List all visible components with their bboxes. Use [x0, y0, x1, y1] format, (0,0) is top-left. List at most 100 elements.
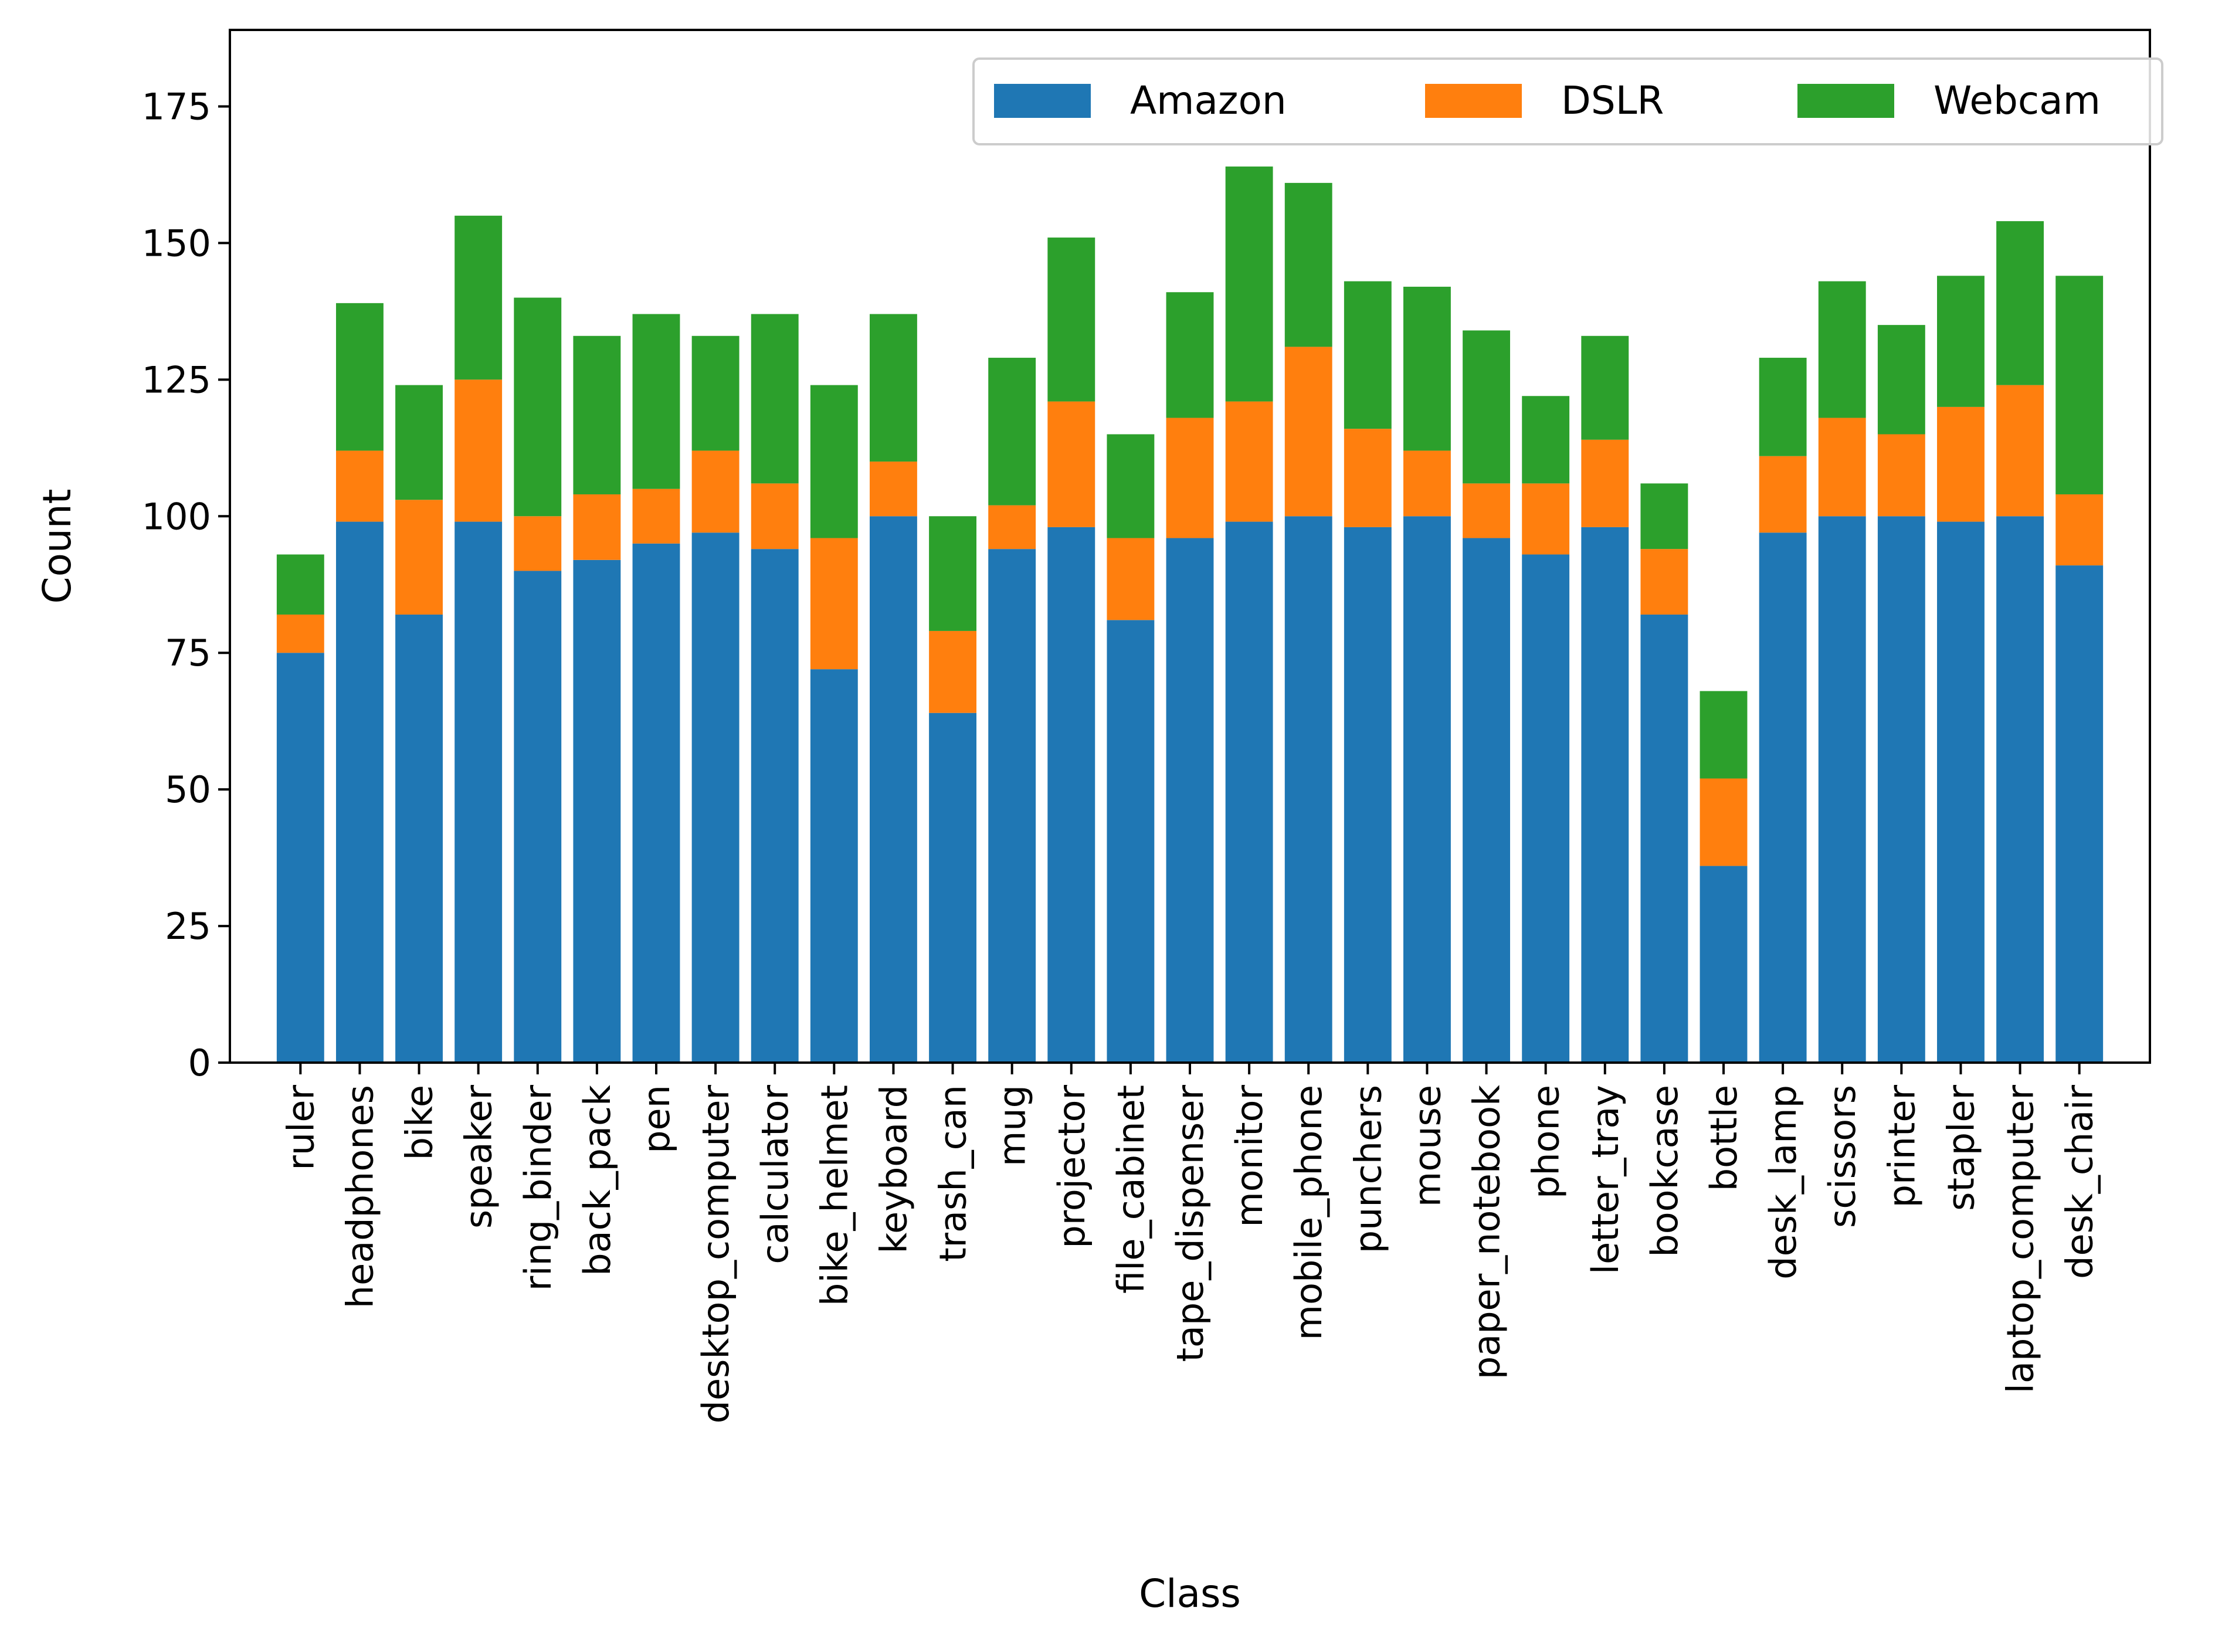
- x-tick-label-mug: mug: [991, 1085, 1034, 1166]
- bar-dslr-stapler: [1937, 406, 1985, 522]
- bar-amazon-desktop_computer: [691, 532, 740, 1063]
- bar-dslr-trash_can: [929, 630, 976, 713]
- bar-dslr-calculator: [751, 483, 799, 549]
- x-tick-label-bookcase: bookcase: [1643, 1085, 1686, 1257]
- legend-label-dslr: DSLR: [1561, 78, 1664, 123]
- bar-dslr-mouse: [1403, 450, 1451, 517]
- bar-dslr-scissors: [1818, 418, 1866, 517]
- x-tick-label-mobile_phone: mobile_phone: [1287, 1085, 1330, 1340]
- bar-webcam-mug: [988, 358, 1036, 506]
- bar-amazon-phone: [1522, 554, 1570, 1063]
- x-tick-label-paper_notebook: paper_notebook: [1466, 1085, 1508, 1379]
- bar-amazon-bike: [395, 614, 443, 1063]
- x-tick-label-bike: bike: [398, 1085, 441, 1160]
- bar-dslr-mug: [988, 505, 1036, 549]
- bar-webcam-bike_helmet: [810, 385, 858, 538]
- bar-webcam-mobile_phone: [1284, 182, 1332, 347]
- bar-dslr-bike_helmet: [810, 538, 858, 670]
- bar-dslr-letter_tray: [1581, 439, 1629, 527]
- x-tick-label-keyboard: keyboard: [872, 1085, 915, 1254]
- bar-webcam-monitor: [1225, 166, 1273, 402]
- bar-amazon-stapler: [1937, 521, 1985, 1063]
- legend-box: [972, 57, 2163, 145]
- bar-amazon-mug: [988, 549, 1036, 1063]
- x-tick-label-punchers: punchers: [1346, 1085, 1389, 1253]
- bar-webcam-trash_can: [929, 516, 976, 631]
- bar-amazon-bike_helmet: [810, 669, 858, 1063]
- x-tick-label-stapler: stapler: [1939, 1084, 1982, 1210]
- bar-webcam-calculator: [751, 314, 799, 484]
- y-tick-label: 25: [165, 905, 211, 948]
- bar-dslr-keyboard: [869, 462, 917, 517]
- bar-dslr-phone: [1522, 483, 1570, 555]
- bar-dslr-bookcase: [1640, 549, 1688, 615]
- bar-dslr-desk_lamp: [1759, 456, 1807, 533]
- legend-swatch-webcam: [1797, 84, 1894, 118]
- bar-webcam-desktop_computer: [691, 335, 740, 451]
- bar-webcam-bottle: [1700, 691, 1748, 779]
- y-axis: 0 25 50 75 100 125 150 175: [142, 85, 230, 1084]
- bar-amazon-headphones: [335, 521, 384, 1063]
- x-tick-label-back_pack: back_pack: [576, 1085, 619, 1276]
- x-tick-label-desktop_computer: desktop_computer: [694, 1085, 737, 1424]
- legend-label-amazon: Amazon: [1130, 78, 1287, 123]
- bar-dslr-desk_chair: [2055, 494, 2104, 566]
- bar-amazon-letter_tray: [1581, 527, 1629, 1063]
- bar-dslr-monitor: [1225, 401, 1273, 522]
- x-tick-label-bike_helmet: bike_helmet: [813, 1085, 856, 1306]
- bar-webcam-keyboard: [869, 314, 917, 462]
- y-axis-label: Count: [35, 489, 80, 603]
- x-tick-label-ruler: ruler: [279, 1085, 322, 1171]
- x-tick-label-pen: pen: [635, 1085, 678, 1154]
- bar-webcam-ring_binder: [514, 297, 562, 517]
- bar-dslr-ruler: [276, 614, 324, 653]
- bar-dslr-punchers: [1344, 429, 1392, 527]
- bar-dslr-tape_dispenser: [1166, 418, 1214, 538]
- bar-webcam-letter_tray: [1581, 335, 1629, 440]
- bar-amazon-trash_can: [929, 713, 976, 1063]
- bar-webcam-mouse: [1403, 286, 1451, 451]
- bar-amazon-projector: [1047, 527, 1095, 1063]
- x-tick-label-laptop_computer: laptop_computer: [1999, 1084, 2042, 1393]
- bar-webcam-laptop_computer: [1996, 221, 2044, 385]
- bar-amazon-mouse: [1403, 516, 1451, 1063]
- bar-webcam-projector: [1047, 238, 1095, 402]
- x-tick-label-desk_chair: desk_chair: [2058, 1085, 2101, 1279]
- bar-dslr-desktop_computer: [691, 450, 740, 533]
- bar-webcam-pen: [632, 314, 680, 489]
- bar-dslr-back_pack: [573, 494, 621, 560]
- bar-amazon-ruler: [276, 653, 324, 1063]
- bar-webcam-file_cabinet: [1107, 434, 1155, 538]
- bar-amazon-pen: [632, 543, 680, 1063]
- bar-amazon-keyboard: [869, 516, 917, 1063]
- bar-webcam-scissors: [1818, 281, 1866, 418]
- legend-swatch-amazon: [994, 84, 1091, 118]
- bar-webcam-desk_lamp: [1759, 358, 1807, 456]
- bar-amazon-bottle: [1700, 866, 1748, 1063]
- bar-amazon-calculator: [751, 549, 799, 1063]
- y-tick-label: 0: [188, 1042, 211, 1084]
- x-tick-label-desk_lamp: desk_lamp: [1762, 1085, 1804, 1280]
- x-tick-label-scissors: scissors: [1821, 1085, 1864, 1228]
- bar-webcam-ruler: [276, 554, 324, 615]
- x-tick-label-monitor: monitor: [1228, 1085, 1271, 1227]
- y-tick-label: 100: [142, 495, 211, 538]
- x-axis: ruler headphones bike speaker ring_binder bac…: [279, 1063, 2101, 1423]
- bar-dslr-printer: [1877, 434, 1925, 517]
- bar-dslr-bike: [395, 500, 443, 615]
- bar-amazon-desk_chair: [2055, 565, 2104, 1063]
- bar-webcam-printer: [1877, 325, 1925, 435]
- bar-amazon-mobile_phone: [1284, 516, 1332, 1063]
- legend-swatch-dslr: [1425, 84, 1522, 118]
- bar-amazon-desk_lamp: [1759, 532, 1807, 1063]
- legend: Amazon DSLR Webcam: [972, 57, 2163, 145]
- bar-amazon-file_cabinet: [1107, 620, 1155, 1063]
- x-tick-label-calculator: calculator: [754, 1084, 796, 1264]
- bar-webcam-punchers: [1344, 281, 1392, 429]
- bar-dslr-file_cabinet: [1107, 538, 1155, 620]
- x-tick-label-trash_can: trash_can: [932, 1085, 975, 1262]
- bar-webcam-tape_dispenser: [1166, 292, 1214, 418]
- bar-amazon-bookcase: [1640, 614, 1688, 1063]
- bar-amazon-tape_dispenser: [1166, 538, 1214, 1063]
